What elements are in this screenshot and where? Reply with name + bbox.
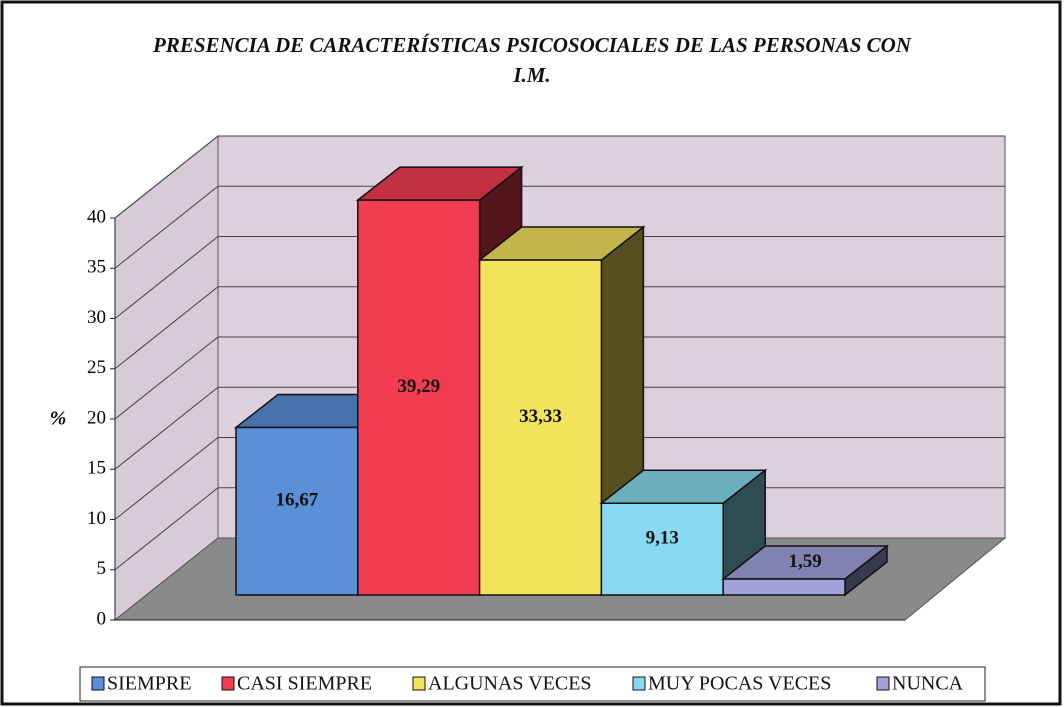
y-tick-label: 20 xyxy=(87,407,106,428)
y-axis-label: % xyxy=(50,408,67,430)
value-label: 39,29 xyxy=(397,376,440,397)
value-label: 9,13 xyxy=(646,527,679,548)
grid-line xyxy=(114,236,1005,319)
grid-line xyxy=(114,386,1005,470)
y-tick-label: 10 xyxy=(87,508,106,529)
bar xyxy=(235,426,359,596)
y-tick-label: 30 xyxy=(87,307,106,328)
y-tick-label: 15 xyxy=(87,458,106,479)
bar xyxy=(722,578,846,596)
grid-line xyxy=(114,286,1005,370)
value-label: 33,33 xyxy=(519,406,562,427)
value-label: 1,59 xyxy=(788,551,821,572)
y-tick-label: 40 xyxy=(87,206,106,227)
legend-swatch xyxy=(632,676,646,691)
legend-swatch xyxy=(412,676,426,691)
value-label: 16,67 xyxy=(276,490,319,511)
y-tick-label: 5 xyxy=(97,558,107,579)
legend-label: SIEMPRE xyxy=(107,673,191,695)
y-tick-label: 0 xyxy=(97,608,107,629)
grid-line xyxy=(114,185,1005,269)
legend-label: MUY POCAS VECES xyxy=(648,673,831,695)
legend-label: NUNCA xyxy=(892,673,964,695)
bar xyxy=(357,199,481,596)
legend-label: ALGUNAS VECES xyxy=(428,673,592,695)
legend-swatch xyxy=(221,676,235,691)
bar xyxy=(478,259,603,596)
y-tick-label: 25 xyxy=(87,357,106,378)
bar xyxy=(600,502,724,596)
legend-swatch xyxy=(876,676,890,691)
grid-line xyxy=(114,135,1005,219)
grid-line xyxy=(114,437,1005,520)
chart-title: PRESENCIA DE CARACTERÍSTICAS PSICOSOCIAL… xyxy=(152,33,912,87)
legend-label: CASI SIEMPRE xyxy=(237,673,372,695)
y-tick-label: 35 xyxy=(87,257,106,278)
legend-swatch xyxy=(91,676,105,691)
grid-line xyxy=(114,336,1005,420)
